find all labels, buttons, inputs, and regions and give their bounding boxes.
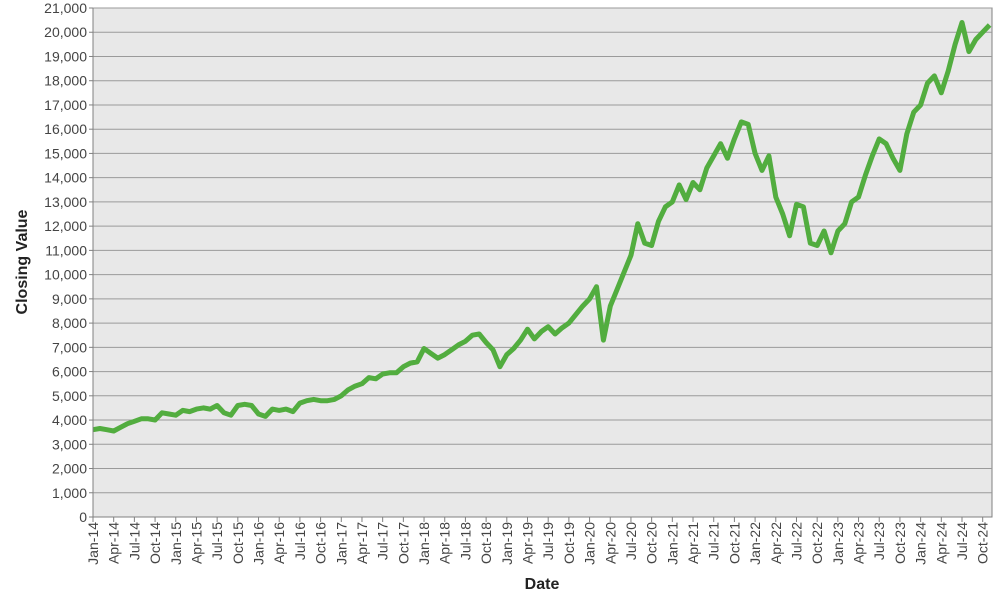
series-line (92, 20, 992, 434)
y-tick-label: 14,000 (44, 170, 87, 186)
x-tick-label: Jan-16 (251, 522, 267, 565)
x-tick-label: Jan-22 (747, 522, 763, 565)
y-tick-label: 11,000 (45, 242, 87, 258)
y-tick-label: 2,000 (52, 461, 87, 477)
x-tick-label: Oct-22 (809, 522, 825, 564)
x-tick-label: Oct-14 (147, 522, 163, 564)
x-tick-label: Jul-23 (871, 522, 887, 560)
y-tick-label: 0 (79, 509, 87, 525)
x-tick-label: Jul-16 (292, 522, 308, 560)
y-axis-title: Closing Value (14, 209, 31, 314)
x-axis-title: Date (525, 576, 560, 593)
y-tick-label: 17,000 (44, 97, 87, 113)
x-tick-label: Jul-17 (375, 522, 391, 560)
y-tick-label: 13,000 (44, 194, 87, 210)
x-tick-label: Jan-24 (913, 522, 929, 565)
y-tick-label: 20,000 (44, 24, 87, 40)
gridlines (93, 7, 992, 494)
plot-area (92, 7, 993, 518)
y-tick-label: 12,000 (44, 218, 87, 234)
y-axis-ticks: 0 1,000 2,000 3,000 4,000 5,000 6,000 7,000 8,00… (44, 0, 93, 525)
x-tick-label: Jul-19 (540, 522, 556, 560)
y-tick-label: 4,000 (52, 412, 87, 428)
x-tick-label: Jan-19 (499, 522, 515, 565)
x-tick-label: Jul-24 (954, 522, 970, 560)
x-tick-label: Oct-20 (644, 522, 660, 564)
x-tick-label: Oct-18 (478, 522, 494, 564)
x-tick-label: Jan-23 (830, 522, 846, 565)
x-tick-label: Apr-15 (188, 522, 204, 564)
x-tick-label: Jan-18 (416, 522, 432, 565)
x-tick-label: Apr-16 (271, 522, 287, 564)
x-tick-label: Jul-20 (623, 522, 639, 560)
y-tick-label: 7,000 (52, 339, 87, 355)
x-tick-label: Jul-21 (706, 522, 722, 560)
x-tick-label: Apr-22 (768, 522, 784, 564)
x-tick-label: Jan-20 (582, 522, 598, 565)
y-tick-label: 21,000 (44, 0, 87, 16)
x-axis-ticks: Jan-14 Apr-14 Jul-14 Oct-14 Jan-15 Apr-15 Jul-… (85, 517, 991, 565)
x-tick-label: Jan-15 (168, 522, 184, 565)
x-tick-label: Oct-16 (313, 522, 329, 564)
x-tick-label: Apr-14 (106, 522, 122, 564)
y-tick-label: 15,000 (44, 145, 87, 161)
x-tick-label: Jul-14 (126, 522, 142, 560)
x-tick-label: Jul-18 (457, 522, 473, 560)
x-tick-label: Jan-21 (664, 522, 680, 565)
x-tick-label: Apr-24 (933, 522, 949, 564)
x-tick-label: Apr-17 (354, 522, 370, 564)
x-tick-label: Apr-18 (437, 522, 453, 564)
y-tick-label: 9,000 (52, 291, 87, 307)
x-tick-label: Oct-15 (230, 522, 246, 564)
x-tick-label: Jan-14 (85, 522, 101, 565)
x-tick-label: Oct-17 (395, 522, 411, 564)
x-tick-label: Oct-23 (892, 522, 908, 564)
x-tick-label: Apr-23 (851, 522, 867, 564)
x-tick-label: Oct-19 (561, 522, 577, 564)
x-tick-label: Oct-24 (975, 522, 991, 564)
y-tick-label: 1,000 (52, 485, 87, 501)
y-tick-label: 10,000 (44, 267, 87, 283)
x-tick-label: Apr-19 (519, 522, 535, 564)
y-tick-label: 18,000 (44, 73, 87, 89)
x-tick-label: Jan-17 (333, 522, 349, 565)
y-tick-label: 3,000 (52, 436, 87, 452)
x-tick-label: Oct-21 (726, 522, 742, 564)
y-tick-label: 5,000 (52, 388, 87, 404)
x-tick-label: Jul-15 (209, 522, 225, 560)
x-tick-label: Apr-20 (602, 522, 618, 564)
x-tick-label: Apr-21 (685, 522, 701, 564)
x-tick-label: Jul-22 (788, 522, 804, 560)
y-tick-label: 6,000 (52, 364, 87, 380)
y-tick-label: 19,000 (44, 48, 87, 64)
y-tick-label: 8,000 (52, 315, 87, 331)
y-tick-label: 16,000 (44, 121, 87, 137)
